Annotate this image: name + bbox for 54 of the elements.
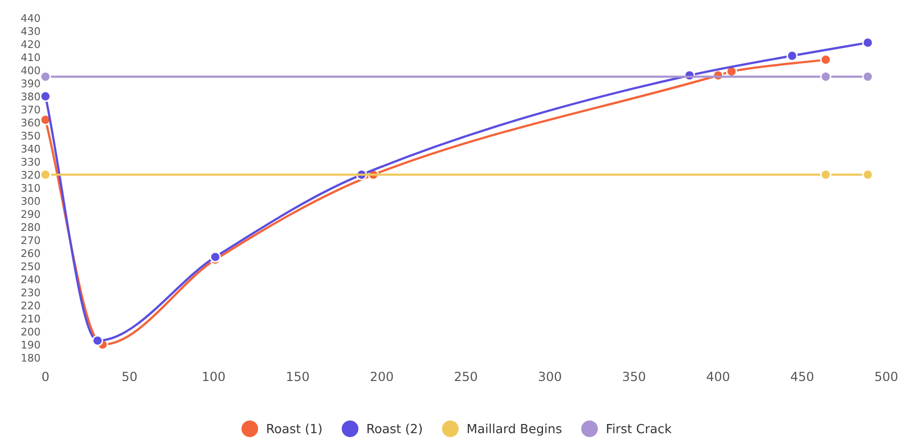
x-tick-label: 350	[623, 372, 646, 382]
y-tick-label: 410	[21, 53, 40, 62]
x-tick-label: 450	[790, 372, 814, 382]
y-tick-label: 280	[21, 223, 40, 232]
y-tick-label: 210	[21, 314, 40, 323]
y-tick-label: 380	[22, 92, 40, 100]
y-tick-label: 420	[21, 40, 40, 48]
y-tick-label: 250	[21, 262, 40, 270]
point	[786, 50, 798, 62]
x-tick-label: 0	[42, 372, 49, 382]
legend-label: First Crack	[607, 424, 672, 434]
y-tick-label: 200	[21, 328, 40, 336]
point	[40, 71, 52, 82]
x-tick-label: 100	[203, 372, 225, 382]
y-tick-label: 290	[21, 210, 40, 218]
y-tick-label: 180	[22, 354, 40, 362]
y-tick-label: 230	[21, 288, 40, 296]
x-tick-label: 150	[287, 372, 309, 382]
point	[210, 251, 221, 263]
y-tick-label: 360	[22, 118, 40, 127]
point	[862, 169, 874, 180]
y-tick-label: 390	[22, 79, 40, 88]
point	[40, 169, 52, 180]
legend-label: Maillard Begins	[468, 424, 562, 436]
y-tick-label: 320	[22, 170, 40, 179]
point	[862, 37, 874, 48]
y-tick-label: 330	[22, 158, 40, 166]
x-tick-label: 300	[538, 372, 562, 382]
y-tick-label: 310	[22, 184, 40, 192]
y-tick-label: 440	[21, 14, 40, 22]
y-tick-label: 350	[22, 132, 40, 140]
y-tick-label: 430	[21, 27, 40, 36]
point	[820, 54, 832, 66]
x-tick-label: 200	[370, 372, 393, 382]
y-tick-label: 370	[22, 106, 40, 114]
y-tick-label: 270	[21, 236, 40, 244]
y-tick-label: 400	[21, 66, 40, 74]
legend-label: Roast (2)	[368, 424, 422, 435]
point	[92, 335, 104, 346]
point	[40, 90, 52, 102]
y-tick-label: 340	[22, 144, 40, 153]
point	[820, 71, 832, 82]
x-tick-label: 250	[454, 372, 477, 382]
y-tick-label: 220	[21, 302, 40, 310]
x-tick-label: 500	[875, 372, 898, 382]
y-tick-label: 260	[21, 249, 40, 258]
x-tick-label: 50	[122, 372, 137, 382]
x-tick-label: 400	[706, 372, 730, 382]
point	[862, 71, 874, 82]
y-tick-label: 190	[22, 340, 40, 349]
point	[820, 169, 832, 180]
legend-label: Roast (1)	[267, 424, 322, 435]
y-tick-label: 300	[22, 197, 40, 205]
y-tick-label: 240	[21, 275, 40, 284]
